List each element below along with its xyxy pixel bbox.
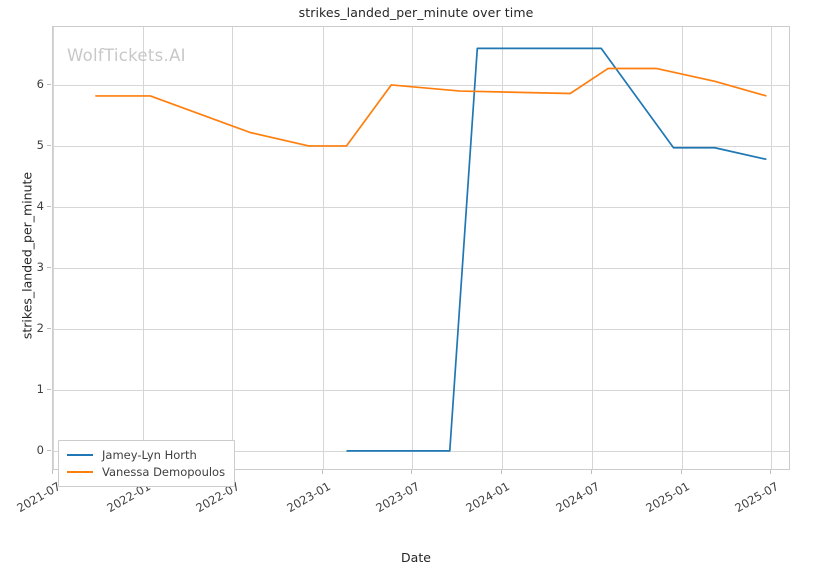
y-axis-tick-label: 6 (36, 76, 44, 91)
x-axis-tick-mark (681, 470, 683, 474)
x-axis-tick-label: 2025-07 (732, 479, 782, 516)
gridline-horizontal (53, 207, 789, 208)
legend-swatch-series-2 (67, 470, 93, 473)
legend-item-jamey-lyn-horth[interactable]: Jamey-Lyn Horth (67, 446, 225, 463)
legend-item-vanessa-demopoulos[interactable]: Vanessa Demopoulos (67, 463, 225, 480)
series-line-2 (95, 67, 767, 147)
gridline-vertical (232, 27, 233, 469)
y-axis-tick-mark (47, 449, 51, 451)
x-axis-tick-label: 2025-01 (643, 479, 693, 516)
gridline-vertical (682, 27, 683, 469)
x-axis-tick-label: 2024-07 (553, 479, 602, 516)
chart-title: strikes_landed_per_minute over time (298, 5, 534, 20)
legend-label-series-1: Jamey-Lyn Horth (102, 447, 197, 462)
series-lines (95, 47, 767, 452)
y-axis-tick-labels: 0 1 2 3 4 5 6 (0, 26, 44, 470)
plot-area: WolfTickets.AI (52, 26, 790, 470)
x-axis-tick-label: 2023-07 (373, 479, 422, 516)
chart-legend[interactable]: Jamey-Lyn Horth Vanessa Demopoulos (58, 440, 236, 487)
y-axis-tick-label: 5 (36, 137, 44, 152)
x-axis-tick-label: 2024-01 (463, 479, 513, 516)
x-axis-tick-mark (321, 470, 323, 474)
gridline-horizontal (53, 85, 789, 86)
y-axis-tick-label: 1 (36, 381, 44, 396)
x-axis-label: Date (401, 550, 431, 565)
y-axis-tick-mark (47, 388, 51, 390)
series-line-1 (346, 47, 767, 452)
gridline-horizontal (53, 268, 789, 269)
gridline-horizontal (53, 146, 789, 147)
gridline-vertical (771, 27, 772, 469)
y-axis-tick-label: 3 (36, 259, 44, 274)
gridline-vertical (323, 27, 324, 469)
x-axis-tick-mark (770, 470, 772, 474)
gridline-horizontal (53, 390, 789, 391)
gridline-vertical (412, 27, 413, 469)
x-axis-tick-mark (52, 470, 53, 474)
y-axis-tick-mark (47, 327, 51, 329)
y-axis-tick-mark (47, 266, 51, 268)
gridline-vertical (502, 27, 503, 469)
y-axis-tick-label: 2 (36, 320, 44, 335)
x-axis-tick-label: 2021-07 (14, 479, 63, 516)
y-axis-tick-mark (47, 83, 51, 85)
y-axis-tick-label: 4 (36, 198, 44, 213)
y-axis-tick-mark (47, 144, 51, 146)
gridline-vertical (53, 27, 54, 469)
y-axis-tick-mark (47, 205, 51, 207)
x-axis-tick-label: 2023-01 (284, 479, 333, 516)
x-axis-tick-mark (590, 470, 592, 474)
legend-label-series-2: Vanessa Demopoulos (102, 464, 226, 479)
gridline-vertical (143, 27, 144, 469)
legend-swatch-series-1 (67, 453, 93, 456)
gridline-horizontal (53, 329, 789, 330)
x-axis-tick-mark (410, 470, 412, 474)
x-axis-tick-mark (501, 470, 503, 474)
gridline-vertical (592, 27, 593, 469)
y-axis-tick-label: 0 (36, 442, 44, 457)
